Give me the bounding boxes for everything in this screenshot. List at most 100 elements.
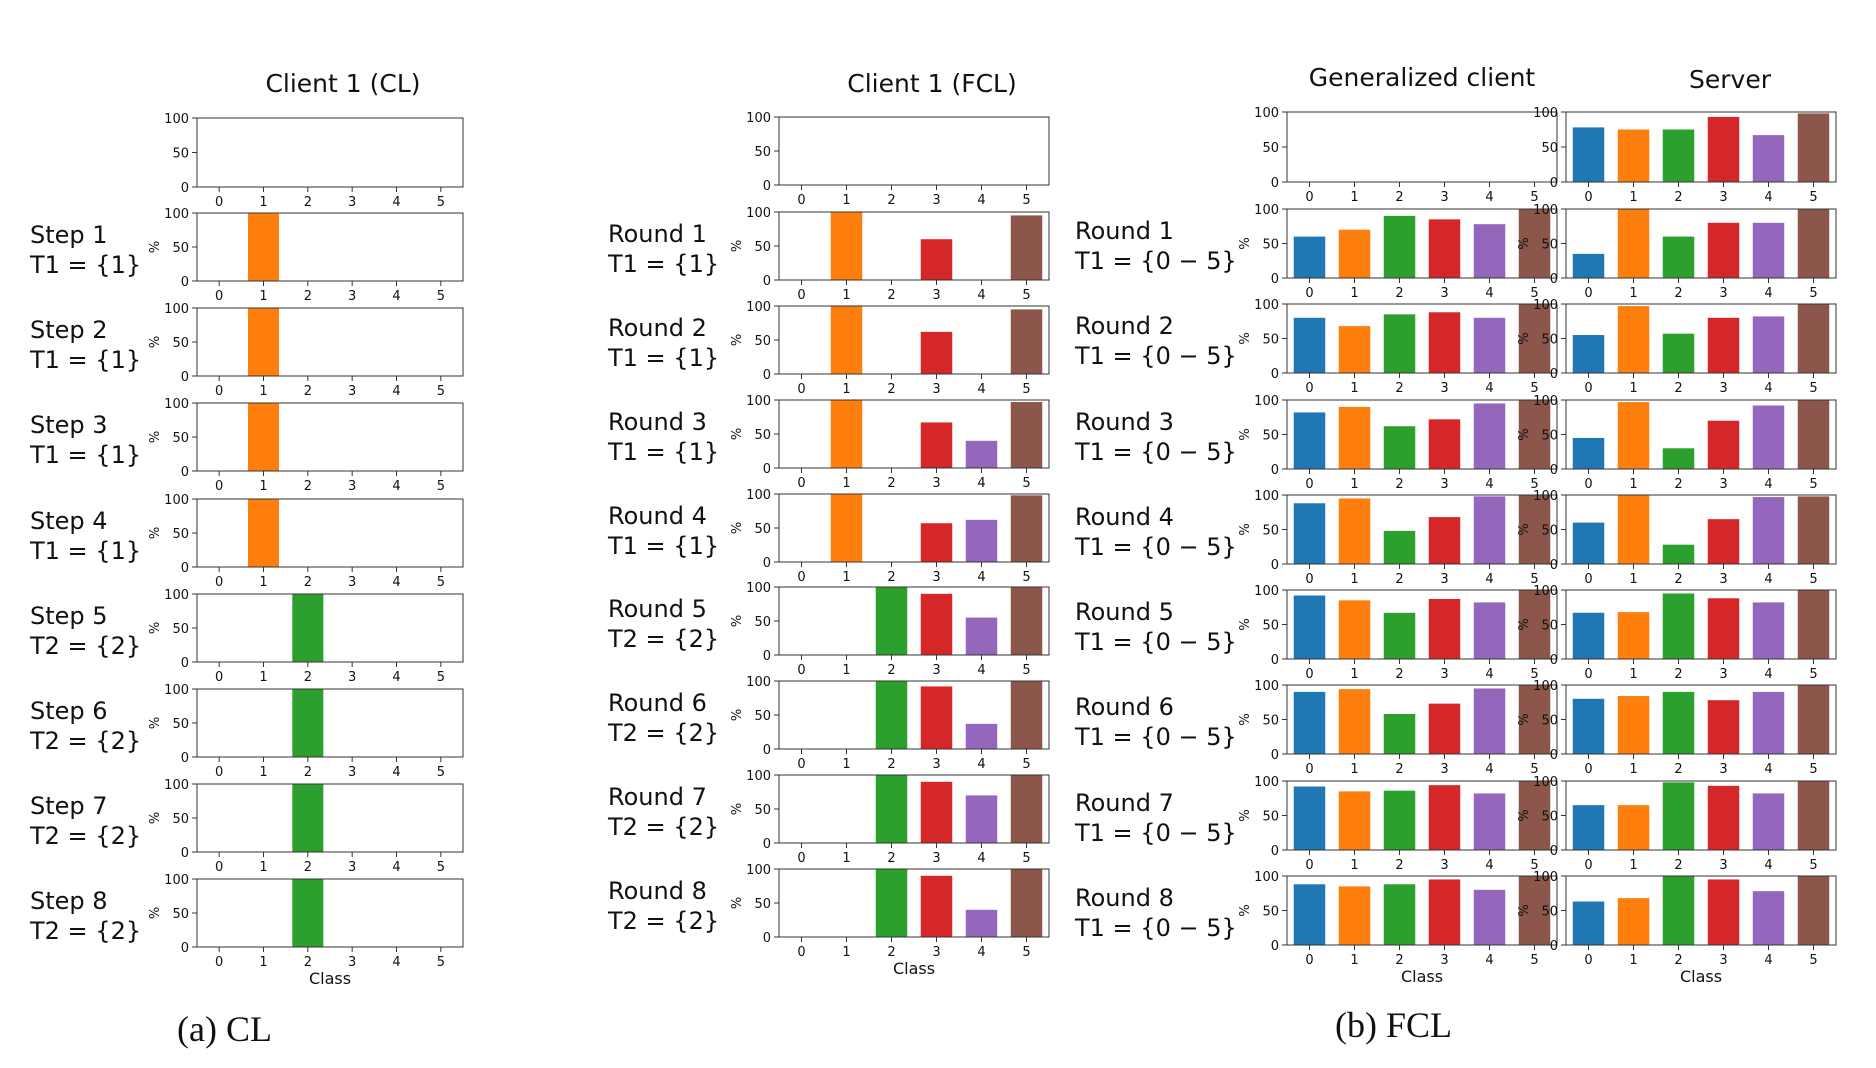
server-row-3-bar-class-0: [1572, 437, 1605, 469]
fcl-row-1-xtick-label: 0: [797, 288, 805, 303]
server-row-8-ytick-label: 50: [1541, 905, 1558, 920]
server-initial-xtick-label: 5: [1809, 190, 1817, 205]
server-row-3-y-axis-label: %: [1517, 428, 1532, 440]
server-initial-frame: [1565, 111, 1837, 183]
cl-row-8-ytick-label: 50: [172, 907, 189, 922]
gen-row-8-bar-class-5: [1518, 876, 1551, 945]
fcl-row-5-ytick-label: 0: [763, 649, 771, 664]
server-row-8-bar-class-5: [1797, 876, 1830, 945]
gen-row-4-step-label: Round 4: [1075, 503, 1174, 531]
gen-row-3-y-axis-label: %: [1238, 428, 1253, 440]
cl-row-5-step-label: Step 5: [30, 602, 108, 630]
server-row-6-bar-class-3: [1707, 700, 1740, 754]
gen-initial-xtick-label: 2: [1395, 190, 1403, 205]
fcl-row-7-xtick-label: 1: [842, 851, 850, 866]
server-initial-ytick-label: 0: [1550, 176, 1558, 191]
server-row-7-bar-class-5: [1797, 781, 1830, 850]
server-row-2-bar-class-3: [1707, 317, 1740, 373]
cl-row-1-xtick-label: 2: [304, 289, 312, 304]
cl-row-2-xtick-label: 5: [437, 384, 445, 399]
server-row-5-ytick-label: 50: [1541, 619, 1558, 634]
server-row-3-xtick-label: 2: [1674, 477, 1682, 492]
fcl-row-8-step-label: Round 8: [608, 877, 707, 905]
cl-initial-ytick-label: 0: [181, 181, 189, 196]
gen-row-7-xtick-label: 5: [1530, 858, 1538, 873]
gen-initial-xtick-label: 3: [1440, 190, 1448, 205]
column-title-server: Server: [1689, 65, 1772, 94]
fcl-row-2-bar-class-3: [920, 331, 953, 374]
gen-row-5-xtick-label: 1: [1350, 667, 1358, 682]
fcl-row-8-task-label: T2 = {2}: [607, 907, 719, 935]
gen-row-5-task-label: T1 = {0 − 5}: [1074, 628, 1237, 656]
server-row-4-frame: [1565, 494, 1837, 565]
gen-row-8-task-label: T1 = {0 − 5}: [1074, 914, 1237, 942]
server-row-7-ytick-label: 50: [1541, 810, 1558, 825]
fcl-row-4-task-label: T1 = {1}: [607, 532, 719, 560]
gen-row-7-xtick-label: 2: [1395, 858, 1403, 873]
server-row-2-y-axis-label: %: [1517, 332, 1532, 344]
cl-row-1-y-axis-label: %: [148, 241, 163, 253]
server-row-4-y-axis-label: %: [1517, 523, 1532, 535]
cl-row-8-xtick-label: 4: [392, 955, 400, 970]
gen-row-8-bar-class-2: [1383, 884, 1416, 945]
fcl-row-5-bar-class-3: [920, 593, 953, 655]
fcl-row-1-ytick-label: 0: [763, 274, 771, 289]
cl-row-6-xtick-label: 0: [215, 765, 223, 780]
server-row-7-bar-class-1: [1617, 805, 1650, 850]
cl-row-5-ytick-label: 50: [172, 622, 189, 637]
gen-row-2-xtick-label: 1: [1350, 381, 1358, 396]
fcl-row-6-bar-class-4: [965, 723, 998, 749]
cl-initial-xtick-label: 1: [259, 195, 267, 210]
cl-row-7-xtick-label: 1: [259, 860, 267, 875]
server-row-7-ytick-label: 100: [1533, 775, 1558, 790]
cl-row-4-xtick-label: 2: [304, 575, 312, 590]
cl-row-1-ytick-label: 50: [172, 241, 189, 256]
fcl-row-7-xtick-label: 0: [797, 851, 805, 866]
server-row-6-frame: [1565, 684, 1837, 755]
cl-row-7-ytick-label: 50: [172, 812, 189, 827]
server-row-8-xtick-label: 3: [1719, 953, 1727, 968]
gen-row-1-xtick-label: 1: [1350, 286, 1358, 301]
gen-row-8-ytick-label: 0: [1271, 939, 1279, 954]
server-initial-bar-class-4: [1752, 135, 1785, 182]
server-row-5-ytick-label: 0: [1550, 653, 1558, 668]
cl-row-4-frame: [196, 498, 464, 568]
fcl-row-2-xtick-label: 5: [1022, 382, 1030, 397]
cl-row-5-xtick-label: 0: [215, 670, 223, 685]
cl-row-3-xtick-label: 1: [259, 479, 267, 494]
fcl-initial-ytick-label: 50: [754, 145, 771, 160]
gen-row-7-bar-class-1: [1338, 791, 1371, 850]
server-row-1-bar-class-0: [1572, 253, 1605, 278]
gen-row-6-xtick-label: 2: [1395, 762, 1403, 777]
fcl-row-5-y-axis-label: %: [730, 615, 745, 627]
gen-row-1-xtick-label: 0: [1305, 286, 1313, 301]
fcl-row-2-step-label: Round 2: [608, 314, 707, 342]
gen-row-7-y-axis-label: %: [1238, 809, 1253, 821]
cl-row-3-bar-class-1: [247, 403, 280, 471]
cl-row-2-xtick-label: 2: [304, 384, 312, 399]
cl-row-1-xtick-label: 1: [259, 289, 267, 304]
cl-row-1-xtick-label: 4: [392, 289, 400, 304]
gen-row-1-y-axis-label: %: [1238, 237, 1253, 249]
gen-row-3-bar-class-2: [1383, 426, 1416, 469]
cl-row-6-xtick-label: 5: [437, 765, 445, 780]
server-row-4-bar-class-4: [1752, 497, 1785, 564]
server-row-5-xtick-label: 5: [1809, 667, 1817, 682]
server-row-7-frame: [1565, 780, 1837, 851]
gen-row-3-ytick-label: 50: [1262, 429, 1279, 444]
fcl-row-5-ytick-label: 100: [746, 581, 771, 596]
server-row-8-xtick-label: 0: [1584, 953, 1592, 968]
cl-row-3-y-axis-label: %: [148, 431, 163, 443]
gen-row-2-ytick-label: 0: [1271, 367, 1279, 382]
cl-row-5-xtick-label: 4: [392, 670, 400, 685]
fcl-row-1-step-label: Round 1: [608, 220, 707, 248]
fcl-row-5-bar-class-5: [1010, 587, 1043, 655]
gen-row-5-y-axis-label: %: [1238, 618, 1253, 630]
cl-row-1-xtick-label: 0: [215, 289, 223, 304]
cl-row-1-bar-class-1: [247, 213, 280, 281]
gen-row-3-bar-class-1: [1338, 406, 1371, 469]
server-initial-xtick-label: 1: [1629, 190, 1637, 205]
server-row-1-bar-class-1: [1617, 209, 1650, 278]
server-row-8-bar-class-3: [1707, 879, 1740, 945]
fcl-row-3-task-label: T1 = {1}: [607, 438, 719, 466]
